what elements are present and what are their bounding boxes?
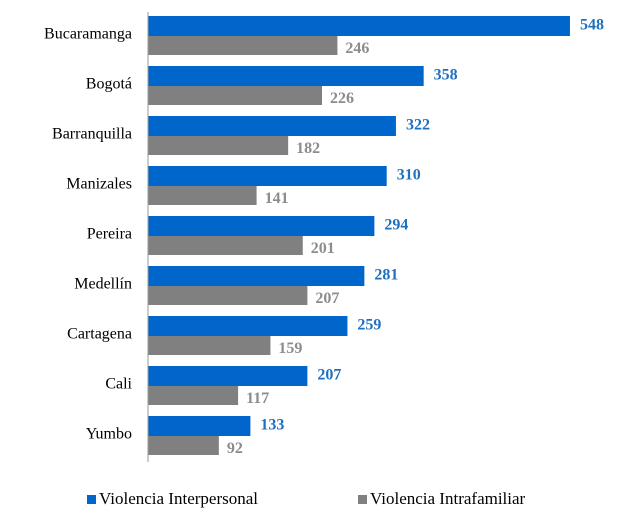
category-label: Medellín	[74, 276, 132, 293]
value-label: 182	[296, 140, 320, 157]
bar	[148, 436, 219, 455]
value-label: 281	[374, 267, 398, 284]
category-label: Barranquilla	[52, 126, 132, 143]
bar	[148, 286, 308, 305]
bar	[148, 186, 257, 205]
legend-swatch	[358, 495, 367, 504]
value-label: 358	[434, 67, 458, 84]
value-label: 294	[384, 217, 408, 234]
category-label: Bogotá	[86, 76, 132, 93]
bar	[148, 116, 396, 136]
legend-swatch	[87, 495, 96, 504]
category-label: Bucaramanga	[44, 26, 132, 43]
value-label: 207	[315, 290, 339, 307]
value-label: 322	[406, 117, 430, 134]
bar	[148, 16, 570, 36]
category-label: Pereira	[87, 226, 132, 243]
value-label: 246	[345, 40, 369, 57]
bar	[148, 36, 338, 55]
bar	[148, 336, 271, 355]
value-label: 548	[580, 17, 604, 34]
bar	[148, 236, 303, 255]
category-label: Yumbo	[86, 426, 132, 443]
value-label: 259	[357, 317, 381, 334]
category-label: Manizales	[66, 176, 132, 193]
value-label: 141	[265, 190, 289, 207]
value-label: 117	[246, 390, 269, 407]
bar	[148, 416, 251, 436]
bar	[148, 136, 289, 155]
value-label: 310	[397, 167, 421, 184]
bar	[148, 266, 365, 286]
value-label: 201	[311, 240, 335, 257]
legend-label: Violencia Intrafamiliar	[370, 489, 526, 508]
bar	[148, 66, 424, 86]
bar	[148, 386, 239, 405]
bar	[148, 86, 323, 105]
value-label: 92	[227, 440, 243, 457]
bar	[148, 166, 387, 186]
value-label: 133	[260, 417, 284, 434]
category-label: Cali	[105, 376, 132, 393]
bar	[148, 366, 308, 386]
value-label: 226	[330, 90, 354, 107]
bar	[148, 316, 348, 336]
legend-label: Violencia Interpersonal	[99, 489, 258, 508]
value-label: 207	[317, 367, 341, 384]
category-label: Cartagena	[67, 326, 132, 343]
bar	[148, 216, 375, 236]
value-label: 159	[278, 340, 302, 357]
